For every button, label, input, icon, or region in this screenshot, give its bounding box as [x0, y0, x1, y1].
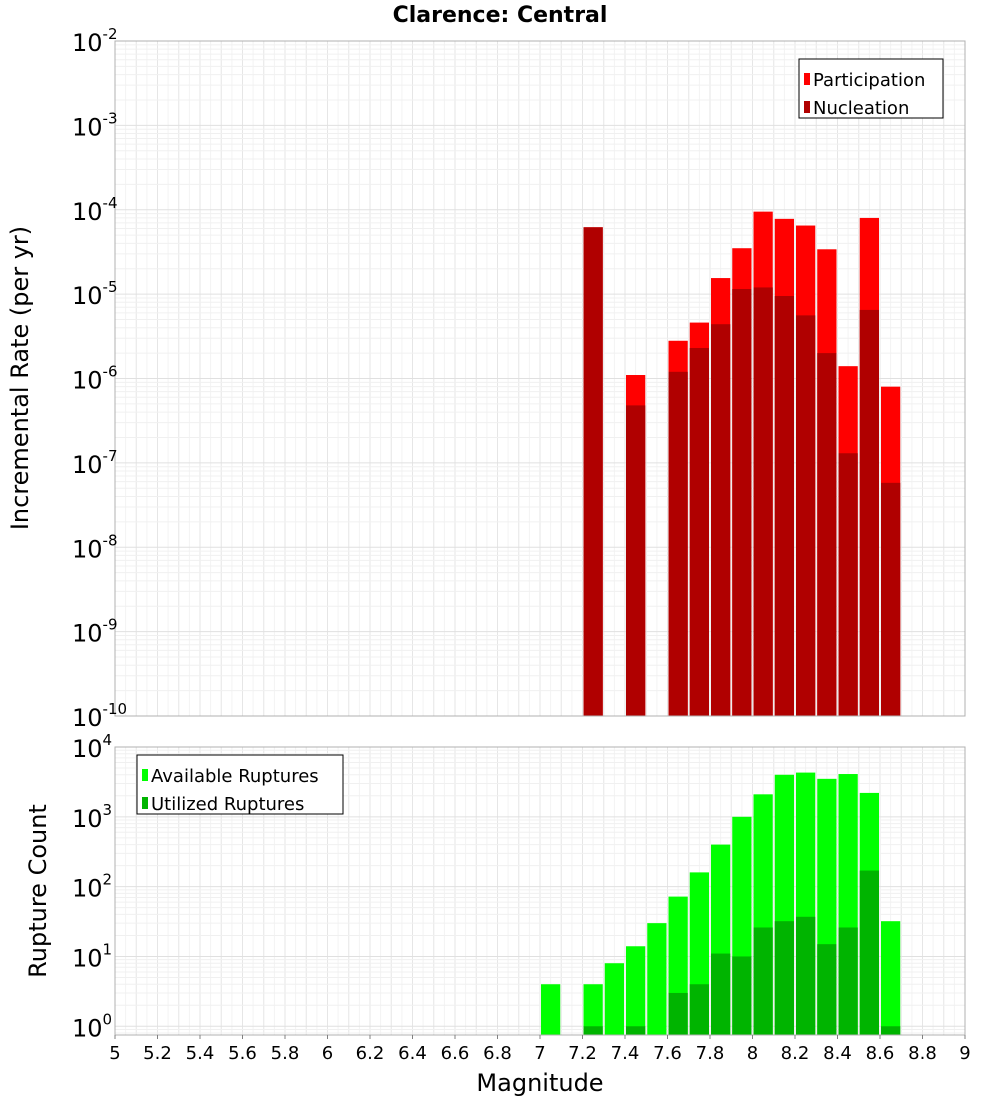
- bar-nucleation: [859, 309, 879, 716]
- y-tick-label: 10-6: [72, 363, 118, 395]
- x-tick-label: 6.2: [356, 1043, 385, 1064]
- top-y-axis-label: Incremental Rate (per yr): [6, 226, 34, 530]
- x-tick-label: 5.4: [186, 1043, 215, 1064]
- bar-nucleation: [732, 289, 752, 716]
- bar-utilized-ruptures: [838, 927, 858, 1035]
- y-tick-label: 10-2: [72, 25, 118, 57]
- rupture-count-plot: 100 101 102 103 104 Available Ruptures Utilize…: [72, 731, 971, 1064]
- legend-box: [136, 754, 344, 815]
- bar-utilized-ruptures: [753, 927, 773, 1035]
- legend-swatch: [142, 769, 148, 781]
- x-tick-label: 7.2: [568, 1043, 597, 1064]
- y-tick-label: 10-8: [72, 531, 118, 563]
- x-tick-label: 6.8: [483, 1043, 512, 1064]
- plot-border: [114, 40, 966, 717]
- x-tick-label: 5.6: [228, 1043, 257, 1064]
- x-tick-label: 5.2: [143, 1043, 172, 1064]
- x-tick-label: 7.4: [611, 1043, 640, 1064]
- bottom-y-axis-label: Rupture Count: [24, 804, 52, 978]
- bar-nucleation: [817, 353, 837, 716]
- y-tick-label: 103: [72, 801, 112, 833]
- legend: Participation Nucleation: [798, 58, 944, 119]
- bar-utilized-ruptures: [774, 921, 794, 1035]
- bar-nucleation: [668, 371, 688, 716]
- y-tick-label: 102: [72, 871, 112, 903]
- bar-nucleation: [774, 296, 794, 716]
- y-tick-label: 104: [72, 731, 112, 763]
- y-tick-label: 10-5: [72, 278, 118, 310]
- x-tick-label: 8: [747, 1043, 758, 1064]
- x-tick-label: 6.6: [441, 1043, 470, 1064]
- bar-nucleation: [583, 227, 603, 716]
- x-tick-label: 7.8: [696, 1043, 725, 1064]
- x-tick-label: 9: [959, 1043, 970, 1064]
- legend-swatch: [804, 101, 810, 113]
- x-tick-label: 8.2: [781, 1043, 810, 1064]
- bar-utilized-ruptures: [859, 870, 879, 1035]
- bar-available-ruptures: [647, 923, 667, 1035]
- x-tick-label: 6: [322, 1043, 333, 1064]
- bar-utilized-ruptures: [626, 1026, 646, 1035]
- y-tick-label: 10-9: [72, 616, 118, 648]
- y-tick-label: 10-7: [72, 447, 118, 479]
- bar-available-ruptures: [541, 984, 561, 1035]
- legend-box: [798, 58, 944, 119]
- bar-utilized-ruptures: [711, 953, 731, 1035]
- bar-utilized-ruptures: [689, 984, 709, 1035]
- x-tick-label: 5: [109, 1043, 120, 1064]
- bar-available-ruptures: [604, 963, 624, 1035]
- bar-utilized-ruptures: [881, 1026, 901, 1035]
- bar-utilized-ruptures: [817, 944, 837, 1035]
- x-tick-label: 7: [534, 1043, 545, 1064]
- x-tick-label: 8.6: [866, 1043, 895, 1064]
- legend-label: Available Ruptures: [151, 766, 319, 787]
- bar-available-ruptures: [626, 946, 646, 1035]
- x-tick-label: 8.8: [908, 1043, 937, 1064]
- x-axis-label: Magnitude: [476, 1069, 603, 1097]
- y-tick-label: 100: [72, 1010, 112, 1042]
- bar-utilized-ruptures: [668, 992, 688, 1035]
- bar-utilized-ruptures: [796, 916, 816, 1035]
- legend-label: Participation: [813, 70, 925, 91]
- y-tick-label: 10-10: [72, 700, 127, 732]
- bar-utilized-ruptures: [583, 1026, 603, 1035]
- bar-nucleation: [796, 315, 816, 716]
- bar-nucleation: [689, 347, 709, 716]
- bar-utilized-ruptures: [732, 956, 752, 1035]
- x-tick-label: 8.4: [823, 1043, 852, 1064]
- bar-nucleation: [626, 405, 646, 716]
- rate-plot: 10-10 10-9 10-8 10-7 10-6 10-5 10-4 10-3 10-2 Par…: [72, 25, 966, 732]
- legend-label: Utilized Ruptures: [151, 794, 304, 815]
- bar-nucleation: [838, 453, 858, 716]
- bar-available-ruptures: [881, 921, 901, 1035]
- y-tick-label: 10-3: [72, 109, 118, 141]
- legend-swatch: [142, 797, 148, 809]
- x-tick-label: 7.6: [653, 1043, 682, 1064]
- x-tick-label: 5.8: [271, 1043, 300, 1064]
- legend-swatch: [804, 73, 810, 85]
- bar-available-ruptures: [583, 984, 603, 1035]
- y-tick-label: 10-4: [72, 194, 118, 226]
- legend: Available Ruptures Utilized Ruptures: [136, 754, 344, 815]
- chart-title: Clarence: Central: [393, 3, 608, 28]
- legend-label: Nucleation: [813, 98, 909, 119]
- y-tick-label: 101: [72, 940, 112, 972]
- bar-nucleation: [881, 482, 901, 716]
- bar-nucleation: [711, 324, 731, 716]
- x-tick-label: 6.4: [398, 1043, 427, 1064]
- bar-nucleation: [753, 287, 773, 716]
